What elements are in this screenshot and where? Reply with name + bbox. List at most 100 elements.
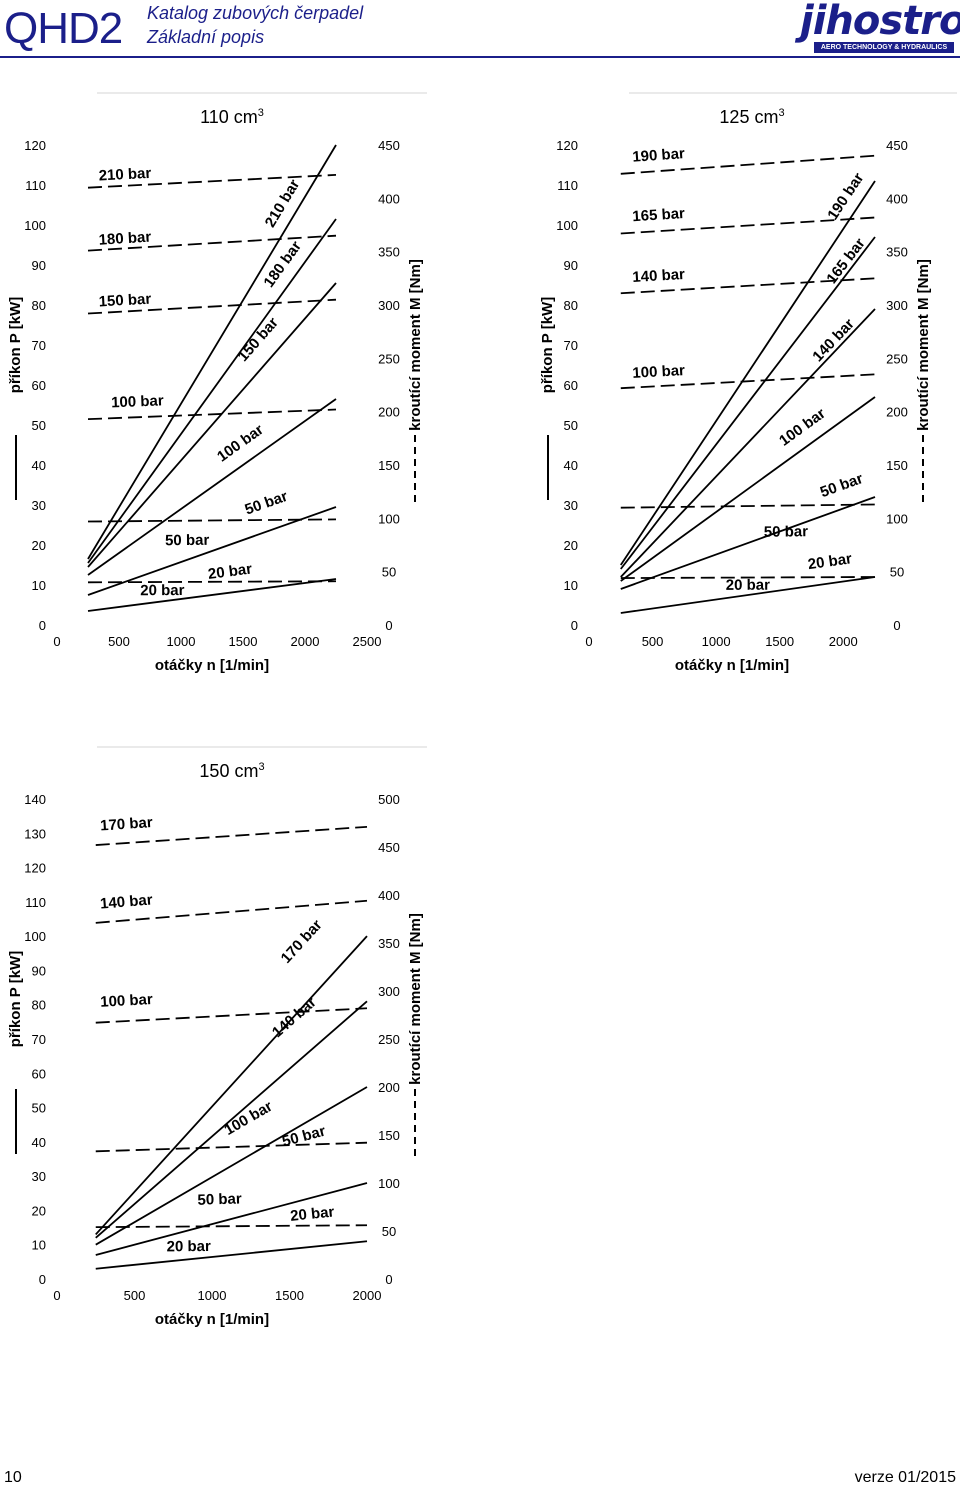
torque-line-label: 150 bar	[98, 291, 152, 311]
y-tick-label: 10	[564, 578, 578, 593]
power-line-label: 20 bar	[207, 560, 253, 583]
y2-tick-label: 150	[886, 458, 908, 473]
torque-line	[95, 899, 368, 924]
x-tick-label: 2500	[353, 634, 382, 649]
x-tick-label: 1500	[765, 634, 794, 649]
header-divider	[0, 56, 960, 58]
power-line-label: 100 bar	[214, 421, 267, 465]
power-line	[620, 180, 876, 566]
y2-tick-label: 400	[886, 191, 908, 206]
power-line	[95, 935, 368, 1236]
x-tick-label: 500	[108, 634, 130, 649]
power-line	[95, 1240, 368, 1270]
power-line	[95, 1086, 368, 1246]
y-tick-label: 130	[24, 826, 46, 841]
y2-axis-label: kroutící moment M [Nm]	[407, 259, 424, 431]
x-tick-label: 0	[53, 1288, 60, 1303]
power-line-label: 50 bar	[818, 470, 865, 501]
torque-line-label: 50 bar	[165, 532, 210, 549]
torque-line	[620, 216, 876, 235]
power-line	[620, 576, 876, 614]
torque-line	[95, 1141, 368, 1153]
y-axis-label: příkon P [kW]	[539, 297, 556, 393]
torque-line	[620, 277, 876, 295]
power-line	[95, 1000, 368, 1239]
y-tick-label: 90	[564, 258, 578, 273]
x-tick-label: 2000	[353, 1288, 382, 1303]
y2-tick-label: 300	[378, 984, 400, 999]
y-tick-label: 100	[24, 218, 46, 233]
x-axis-label: otáčky n [1/min]	[155, 1311, 269, 1328]
torque-line	[620, 503, 876, 509]
torque-line	[95, 825, 368, 846]
power-line	[620, 236, 876, 570]
y-tick-label: 40	[564, 458, 578, 473]
y-tick-label: 40	[32, 458, 46, 473]
power-line-label: 190 bar	[824, 170, 867, 223]
y-tick-label: 50	[32, 1101, 46, 1116]
y2-tick-label: 350	[378, 936, 400, 951]
torque-line-label: 180 bar	[98, 229, 152, 249]
y2-tick-label: 150	[378, 458, 400, 473]
y-tick-label: 20	[564, 538, 578, 553]
y2-tick-label: 450	[886, 138, 908, 153]
y2-tick-label: 350	[378, 245, 400, 260]
y-tick-label: 70	[32, 1032, 46, 1047]
y-tick-label: 120	[24, 138, 46, 153]
y-tick-label: 110	[25, 895, 46, 910]
torque-line	[87, 518, 337, 523]
y-tick-label: 100	[556, 218, 578, 233]
chart-title: 110 cm3	[200, 107, 264, 127]
y-tick-label: 40	[32, 1135, 46, 1150]
x-tick-label: 1500	[275, 1288, 304, 1303]
y2-axis-label: kroutící moment M [Nm]	[915, 259, 932, 431]
y-tick-label: 60	[564, 378, 578, 393]
version-label: verze 01/2015	[854, 1469, 956, 1486]
power-line	[620, 396, 876, 582]
power-line	[620, 308, 876, 578]
y-tick-label: 60	[32, 1066, 46, 1081]
x-axis-label: otáčky n [1/min]	[675, 657, 789, 674]
power-line	[87, 282, 337, 568]
torque-line	[87, 298, 337, 315]
torque-line	[620, 373, 876, 390]
x-tick-label: 2000	[829, 634, 858, 649]
y-tick-label: 0	[39, 618, 46, 633]
y2-tick-label: 450	[378, 138, 400, 153]
power-line	[87, 398, 337, 576]
power-line-label: 180 bar	[260, 238, 305, 291]
power-line-label: 170 bar	[278, 916, 326, 966]
torque-line	[95, 1007, 368, 1024]
torque-line-label: 170 bar	[100, 814, 154, 834]
y-tick-label: 30	[32, 498, 46, 513]
torque-line	[87, 234, 337, 252]
chart-title-text: 110 cm	[200, 107, 258, 127]
x-tick-label: 1000	[198, 1288, 227, 1303]
y-tick-label: 50	[32, 418, 46, 433]
torque-line-label: 100 bar	[100, 991, 154, 1011]
y-tick-label: 10	[32, 578, 46, 593]
torque-line-label: 100 bar	[111, 392, 164, 411]
y-tick-label: 80	[32, 998, 46, 1013]
y-tick-label: 20	[32, 538, 46, 553]
power-line	[620, 496, 876, 590]
torque-line	[620, 154, 876, 175]
y-tick-label: 90	[32, 258, 46, 273]
y2-tick-label: 100	[378, 511, 400, 526]
power-line	[87, 578, 337, 612]
power-line-label: 210 bar	[262, 176, 304, 230]
y2-tick-label: 250	[378, 351, 400, 366]
y2-tick-label: 300	[378, 298, 400, 313]
x-tick-label: 1500	[229, 634, 258, 649]
y2-tick-label: 200	[378, 1080, 400, 1095]
y2-tick-label: 100	[378, 1176, 400, 1191]
y2-tick-label: 150	[378, 1128, 400, 1143]
x-tick-label: 1000	[702, 634, 731, 649]
x-tick-label: 1000	[167, 634, 196, 649]
y-tick-label: 0	[571, 618, 578, 633]
y2-tick-label: 500	[378, 792, 400, 807]
y2-tick-label: 50	[382, 565, 396, 580]
torque-line-label: 165 bar	[632, 205, 686, 225]
chart-title: 150 cm3	[199, 761, 264, 781]
torque-line-label: 190 bar	[632, 145, 686, 166]
